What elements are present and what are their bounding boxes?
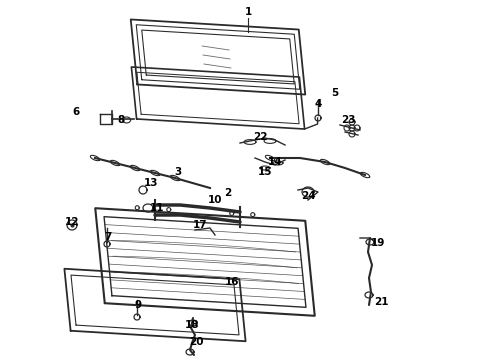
Text: 20: 20	[189, 337, 203, 347]
Text: 22: 22	[253, 132, 267, 142]
Text: 23: 23	[341, 115, 355, 125]
Text: 19: 19	[371, 238, 385, 248]
Text: 12: 12	[65, 217, 79, 227]
Text: 2: 2	[224, 188, 232, 198]
Text: 24: 24	[301, 191, 315, 201]
Text: 16: 16	[225, 277, 239, 287]
Text: 3: 3	[174, 167, 182, 177]
Text: 18: 18	[185, 320, 199, 330]
Text: 11: 11	[150, 203, 164, 213]
Text: 7: 7	[104, 232, 112, 242]
Text: 17: 17	[193, 220, 207, 230]
Text: 14: 14	[268, 157, 282, 167]
Text: 10: 10	[208, 195, 222, 205]
Text: 13: 13	[144, 178, 158, 188]
Text: 5: 5	[331, 88, 339, 98]
Text: 6: 6	[73, 107, 80, 117]
Text: 8: 8	[118, 115, 124, 125]
Text: 21: 21	[374, 297, 388, 307]
Text: 15: 15	[258, 167, 272, 177]
Text: 1: 1	[245, 7, 252, 17]
Text: 4: 4	[314, 99, 322, 109]
Text: 9: 9	[134, 300, 142, 310]
